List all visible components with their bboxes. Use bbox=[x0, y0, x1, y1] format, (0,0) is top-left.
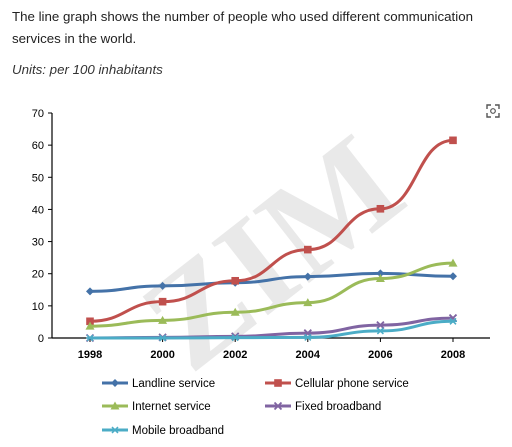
data-point bbox=[86, 334, 94, 342]
data-point bbox=[449, 272, 457, 281]
series-line-1 bbox=[88, 271, 455, 293]
data-point bbox=[376, 321, 385, 330]
data-point bbox=[376, 204, 385, 213]
y-tick-label: 40 bbox=[32, 204, 44, 216]
data-point bbox=[158, 297, 167, 306]
data-point bbox=[158, 281, 167, 290]
legend-marker bbox=[110, 401, 120, 410]
chart-legend: Landline service Cellular phone service In… bbox=[102, 378, 409, 437]
legend-item-3: Internet service bbox=[102, 401, 211, 413]
zoom-button[interactable] bbox=[483, 101, 503, 121]
series-line-5 bbox=[88, 319, 455, 340]
series-line-3 bbox=[88, 261, 455, 328]
legend-marker bbox=[111, 426, 119, 434]
legend-item-4: Fixed broadband bbox=[265, 401, 381, 413]
legend-label: Cellular phone service bbox=[295, 378, 409, 390]
data-point bbox=[230, 307, 240, 316]
data-point bbox=[448, 258, 458, 267]
legend-marker bbox=[111, 379, 119, 387]
expand-icon bbox=[486, 104, 500, 118]
y-tick-label: 20 bbox=[32, 269, 44, 281]
data-point bbox=[376, 269, 385, 278]
y-tick-label: 0 bbox=[38, 333, 44, 345]
units-label: Units: per 100 inhabitants bbox=[12, 62, 163, 77]
y-tick-label: 10 bbox=[32, 301, 44, 313]
x-tick-label: 2004 bbox=[296, 349, 321, 361]
data-point bbox=[158, 334, 167, 342]
data-point bbox=[449, 317, 457, 325]
data-point bbox=[85, 321, 95, 330]
legend-label: Landline service bbox=[132, 378, 215, 390]
y-tick-label: 50 bbox=[32, 172, 44, 184]
data-point bbox=[303, 333, 312, 341]
x-tick-label: 2006 bbox=[368, 349, 392, 361]
legend-item-2: Cellular phone service bbox=[265, 378, 409, 390]
legend-marker bbox=[273, 401, 283, 411]
data-point bbox=[86, 317, 94, 326]
legend-label: Mobile broadband bbox=[132, 425, 224, 437]
data-point bbox=[231, 276, 239, 285]
legend-label: Internet service bbox=[132, 401, 211, 413]
y-tick-label: 30 bbox=[32, 237, 44, 249]
chart-intro-text: The line graph shows the number of peopl… bbox=[12, 9, 473, 46]
data-point bbox=[375, 274, 385, 283]
legend-item-1: Landline service bbox=[102, 378, 215, 390]
x-tick-label: 2000 bbox=[150, 349, 174, 361]
legend-item-5: Mobile broadband bbox=[102, 425, 224, 437]
data-point bbox=[303, 298, 313, 307]
x-tick-label: 2002 bbox=[223, 349, 247, 361]
y-tick-label: 70 bbox=[32, 108, 44, 120]
data-point bbox=[376, 327, 385, 335]
legend-marker bbox=[274, 379, 282, 387]
data-point bbox=[449, 136, 457, 145]
data-point bbox=[303, 272, 312, 281]
data-point bbox=[231, 334, 240, 342]
data-point bbox=[304, 245, 312, 254]
x-tick-label: 1998 bbox=[78, 349, 102, 361]
x-tick-label: 2008 bbox=[441, 349, 465, 361]
legend-label: Fixed broadband bbox=[295, 401, 381, 413]
chart-series bbox=[85, 136, 458, 343]
data-point bbox=[158, 315, 168, 324]
data-point bbox=[86, 287, 94, 296]
y-tick-label: 60 bbox=[32, 140, 44, 152]
